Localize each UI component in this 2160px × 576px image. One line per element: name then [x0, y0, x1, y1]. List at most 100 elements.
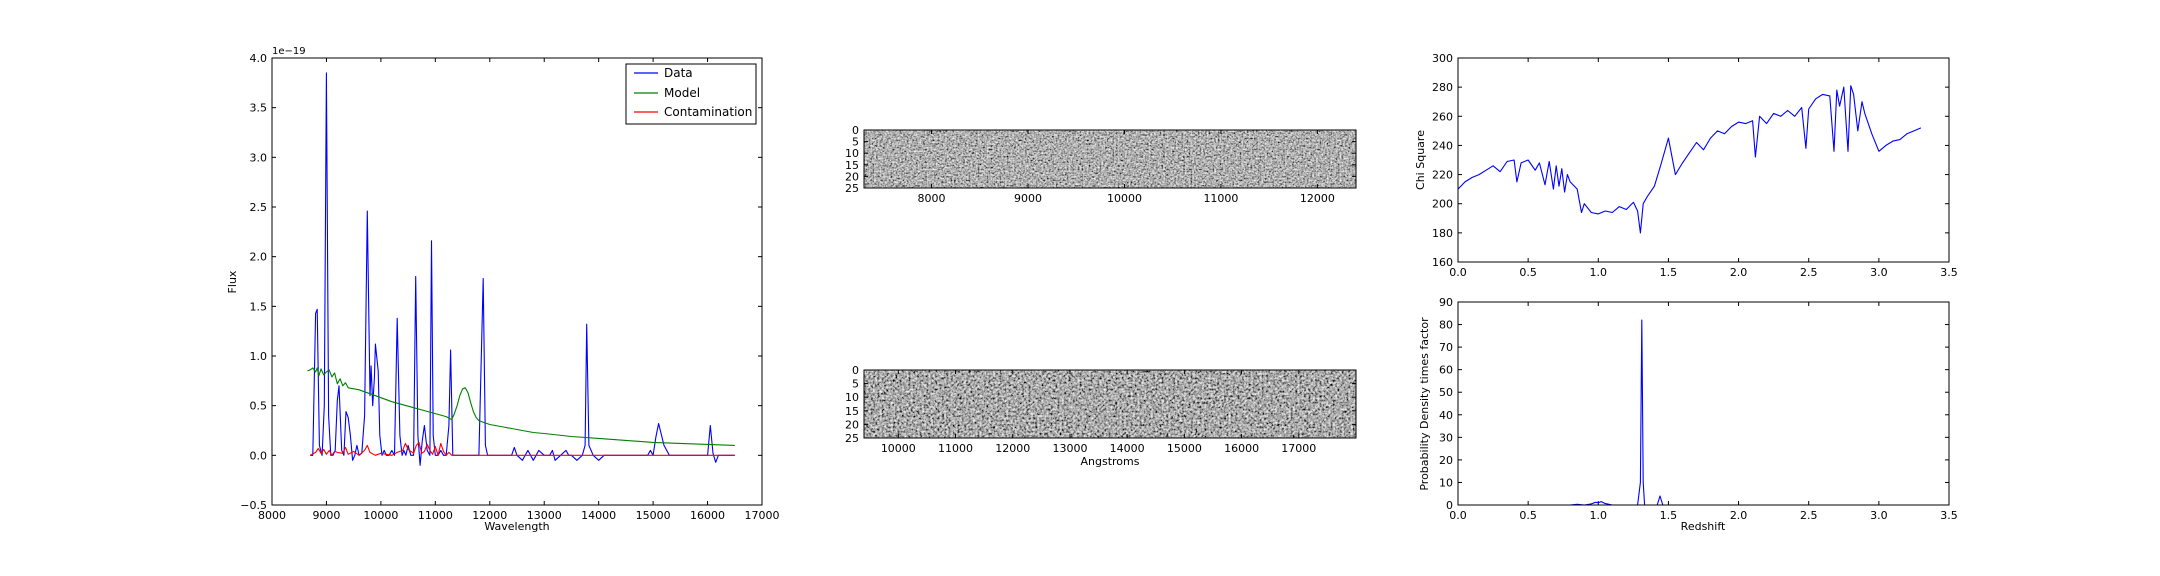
image-top-xtick-label: 8000 — [918, 192, 946, 205]
spectrum-xtick-label: 17000 — [745, 509, 780, 522]
spectrum-series-model — [307, 367, 735, 446]
spectrum-xlabel: Wavelength — [484, 520, 549, 533]
probability-ytick-label: 70 — [1439, 341, 1453, 354]
chisquare-axes-frame — [1457, 57, 1950, 263]
probability-axes-frame — [1457, 301, 1950, 506]
image-bottom-xtick-label: 11000 — [938, 442, 973, 455]
spectrum-gridlayer: 8000 9000 10000 11000 12000 13000 14000 15000 16… — [240, 52, 779, 522]
image-top-xtick-label: 11000 — [1203, 192, 1238, 205]
image-top-ytick-label: 20 — [845, 170, 859, 183]
image-bottom-xtick-label: 14000 — [1110, 442, 1145, 455]
image-bottom-xtick-label: 15000 — [1167, 442, 1202, 455]
spectrum-xtick-label: 10000 — [363, 509, 398, 522]
spectrum-xtick-label: 15000 — [636, 509, 671, 522]
image-bottom-xlabel: Angstroms — [1081, 455, 1140, 468]
chisquare-ytick-label: 220 — [1432, 169, 1453, 182]
image-top-ytick-label: 15 — [845, 159, 859, 172]
chisquare-chart: 0.0 0.5 1.0 1.5 2.0 2.5 3.0 3.5 160 180 200 220 240 2… — [1414, 52, 1958, 279]
spectrum-xtick-label: 8000 — [258, 509, 286, 522]
probability-chart: 0.0 0.5 1.0 1.5 2.0 2.5 3.0 3.5 0 10 20 30 40 50 60 70 8… — [1418, 296, 1958, 533]
probability-xlabel: Redshift — [1681, 520, 1726, 533]
probability-ytick-label: 0 — [1446, 499, 1453, 512]
image-bottom-ytick-label: 10 — [845, 391, 859, 404]
legend-box — [625, 63, 757, 125]
spectrum-ytick-label: 2.0 — [250, 251, 268, 264]
image-top-frame — [863, 129, 1357, 189]
image-bottom-ytick-label: 5 — [852, 378, 859, 391]
image-bottom-ytick-label: 15 — [845, 405, 859, 418]
probability-xtick-label: 3.5 — [1940, 509, 1958, 522]
spectrum-ytick-label: 0.0 — [250, 449, 268, 462]
probability-xtick-label: 2.0 — [1730, 509, 1748, 522]
probability-xtick-label: 2.5 — [1800, 509, 1818, 522]
spectrum-xtick-label: 12000 — [472, 509, 507, 522]
spectrum-series-data — [310, 72, 735, 466]
probability-ylabel: Probability Density times factor — [1418, 317, 1431, 491]
spectrum-ytick-label: −0.5 — [240, 499, 267, 512]
probability-ytick-label: 30 — [1439, 431, 1453, 444]
spectrum-ytick-label: 3.5 — [250, 102, 268, 115]
probability-ytick-label: 90 — [1439, 296, 1453, 309]
chisquare-xtick-label: 0.5 — [1519, 266, 1537, 279]
image-top-ytick-label: 0 — [852, 124, 859, 137]
spectrum-chart: 8000 9000 10000 11000 12000 13000 14000 15000 16… — [226, 46, 780, 533]
legend-label-model: Model — [664, 86, 700, 100]
probability-xtick-label: 0.5 — [1519, 509, 1537, 522]
probability-series-line — [1458, 319, 1921, 506]
image-top-ytick-label: 10 — [845, 147, 859, 160]
chisquare-xtick-label: 2.0 — [1730, 266, 1748, 279]
probability-xtick-label: 3.0 — [1870, 509, 1888, 522]
image-bottom-xtick-label: 10000 — [881, 442, 916, 455]
image-top-ytick-label: 25 — [845, 182, 859, 195]
spectrum-offset-text: 1e−19 — [272, 46, 306, 57]
chisquare-xtick-label: 3.5 — [1940, 266, 1958, 279]
chisquare-ytick-label: 200 — [1432, 198, 1453, 211]
chisquare-xtick-label: 1.0 — [1590, 266, 1608, 279]
probability-ytick-label: 10 — [1439, 476, 1453, 489]
legend-label-contamination: Contamination — [664, 105, 752, 119]
probability-ytick-label: 60 — [1439, 364, 1453, 377]
chisquare-series-line — [1457, 85, 1922, 234]
probability-ytick-label: 40 — [1439, 409, 1453, 422]
image-bottom-xtick-label: 13000 — [1052, 442, 1087, 455]
chisquare-xtick-label: 2.5 — [1800, 266, 1818, 279]
spectrum-image-bottom: 10000 11000 12000 13000 14000 15000 16000 17000… — [845, 364, 1357, 468]
image-top-noise — [864, 130, 1356, 188]
legend-label-data: Data — [664, 66, 693, 80]
chisquare-ytick-label: 240 — [1432, 139, 1453, 152]
image-top-xtick-label: 9000 — [1014, 192, 1042, 205]
chisquare-xtick-label: 3.0 — [1870, 266, 1888, 279]
spectrum-ytick-label: 1.5 — [250, 300, 268, 313]
image-bottom-ytick-label: 0 — [852, 364, 859, 377]
spectrum-legend: Data Model Contamination — [625, 63, 757, 125]
image-bottom-xtick-label: 17000 — [1281, 442, 1316, 455]
probability-xtick-label: 1.0 — [1590, 509, 1608, 522]
image-bottom-xtick-label: 12000 — [995, 442, 1030, 455]
spectrum-xtick-label: 13000 — [527, 509, 562, 522]
spectrum-ytick-label: 0.5 — [250, 400, 268, 413]
chisquare-ytick-label: 180 — [1432, 227, 1453, 240]
spectrum-xtick-label: 16000 — [690, 509, 725, 522]
probability-xtick-label: 1.5 — [1660, 509, 1678, 522]
spectrum-ytick-label: 4.0 — [250, 52, 268, 65]
probability-ytick-label: 80 — [1439, 319, 1453, 332]
probability-xtick-label: 0.0 — [1449, 509, 1467, 522]
spectrum-ytick-label: 3.0 — [250, 151, 268, 164]
spectrum-xtick-label: 11000 — [418, 509, 453, 522]
probability-ytick-label: 50 — [1439, 386, 1453, 399]
image-bottom-ytick-label: 25 — [845, 432, 859, 445]
image-bottom-xtick-label: 16000 — [1224, 442, 1259, 455]
image-top-xtick-label: 10000 — [1107, 192, 1142, 205]
chisquare-ytick-label: 160 — [1432, 256, 1453, 269]
chisquare-xtick-label: 1.5 — [1660, 266, 1678, 279]
probability-ytick-label: 20 — [1439, 454, 1453, 467]
spectrum-ytick-label: 2.5 — [250, 201, 268, 214]
spectrum-xtick-label: 14000 — [581, 509, 616, 522]
image-bottom-noise — [864, 370, 1356, 438]
chisquare-ytick-label: 300 — [1432, 52, 1453, 65]
chisquare-xtick-label: 0.0 — [1449, 266, 1467, 279]
image-bottom-frame — [863, 369, 1357, 439]
spectrum-series-contamination — [309, 441, 735, 456]
